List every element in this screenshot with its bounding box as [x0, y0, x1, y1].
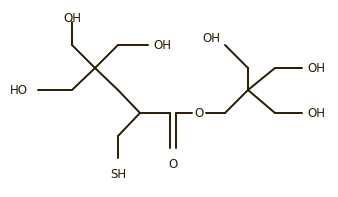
Text: OH: OH — [202, 32, 220, 45]
Text: HO: HO — [10, 84, 28, 97]
Text: OH: OH — [63, 12, 81, 25]
Text: SH: SH — [110, 168, 126, 181]
Text: O: O — [194, 107, 203, 120]
Text: OH: OH — [307, 61, 325, 74]
Text: OH: OH — [307, 107, 325, 120]
Text: OH: OH — [153, 38, 171, 51]
Text: O: O — [168, 158, 178, 171]
